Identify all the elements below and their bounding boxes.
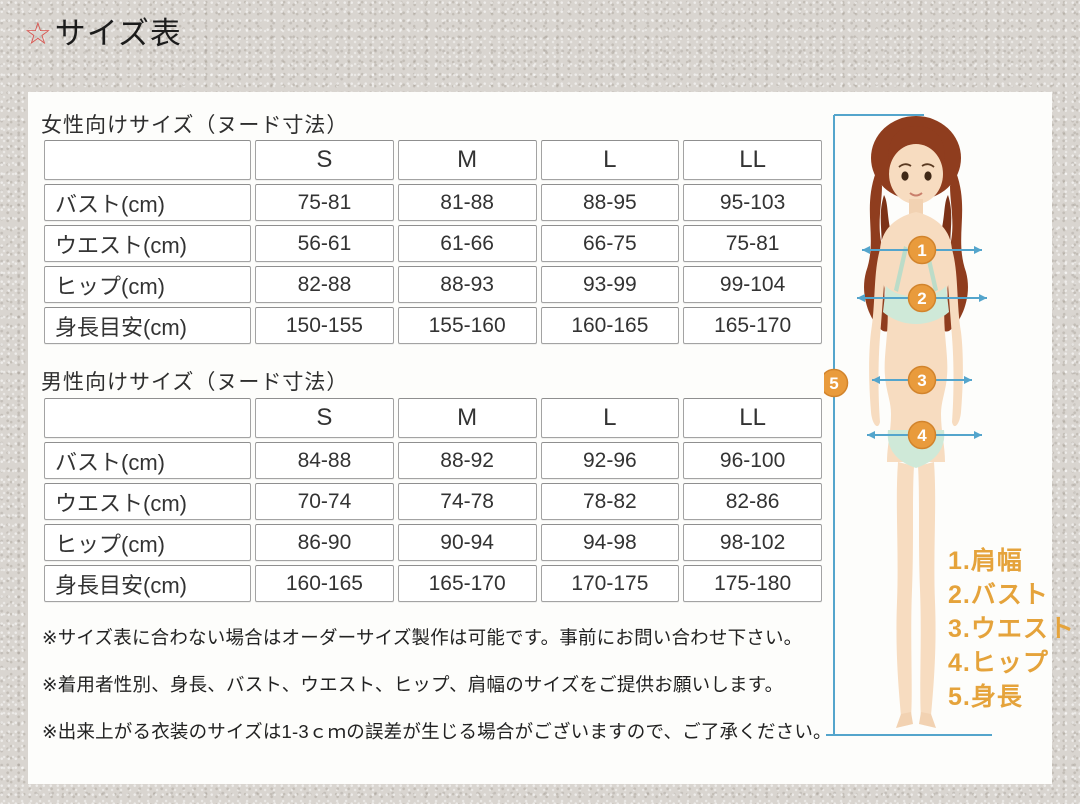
badge-3: 3 bbox=[917, 371, 926, 390]
cell-value: 81-88 bbox=[397, 184, 537, 221]
women-col-s: S bbox=[255, 140, 394, 180]
row-label-hip: ヒップ(cm) bbox=[44, 524, 252, 561]
cell-value: 86-90 bbox=[255, 524, 394, 561]
women-col-ll: LL bbox=[683, 140, 822, 180]
row-label-waist: ウエスト(cm) bbox=[44, 225, 252, 262]
note-provide-size: ※着用者性別、身長、バスト、ウエスト、ヒップ、肩幅のサイズをご提供お願いします。 bbox=[42, 674, 784, 695]
men-col-m: M bbox=[397, 398, 537, 438]
cell-value: 70-74 bbox=[255, 483, 394, 520]
cell-value: 61-66 bbox=[397, 225, 537, 262]
cell-value: 88-95 bbox=[540, 184, 680, 221]
table-row: 身長目安(cm) 160-165 165-170 170-175 175-180 bbox=[44, 565, 822, 602]
size-chart-card: 女性向けサイズ（ヌード寸法） S M L LL バスト(cm) 75-81 81… bbox=[28, 92, 1074, 784]
cell-value: 160-165 bbox=[540, 307, 680, 344]
men-col-l: L bbox=[540, 398, 680, 438]
note-tolerance: ※出来上がる衣装のサイズは1-3ｃｍの誤差が生じる場合がございますので、ご了承く… bbox=[42, 721, 832, 742]
cell-value: 66-75 bbox=[540, 225, 680, 262]
badge-4: 4 bbox=[917, 426, 927, 445]
legend-item-bust: 2.バスト bbox=[948, 581, 1049, 609]
row-label-height: 身長目安(cm) bbox=[44, 565, 252, 602]
legend-item-shoulder: 1.肩幅 bbox=[948, 547, 1023, 575]
women-section-heading: 女性向けサイズ（ヌード寸法） bbox=[41, 114, 349, 137]
star-icon: ☆ bbox=[24, 16, 53, 51]
cell-value: 88-92 bbox=[397, 442, 537, 479]
cell-value: 94-98 bbox=[540, 524, 680, 561]
measurement-badges: 1 2 3 4 5 bbox=[819, 235, 937, 450]
men-header-row: S M L LL bbox=[44, 398, 822, 438]
cell-value: 165-170 bbox=[397, 565, 537, 602]
women-col-l: L bbox=[540, 140, 680, 180]
page-title: ☆サイズ表 bbox=[24, 8, 182, 53]
note-order-size: ※サイズ表に合わない場合はオーダーサイズ製作は可能です。事前にお問い合わせ下さい… bbox=[42, 627, 803, 648]
cell-value: 84-88 bbox=[255, 442, 394, 479]
badge-5: 5 bbox=[829, 374, 838, 393]
cell-value: 74-78 bbox=[397, 483, 537, 520]
table-row: バスト(cm) 84-88 88-92 92-96 96-100 bbox=[44, 442, 822, 479]
row-label-bust: バスト(cm) bbox=[44, 442, 252, 479]
corner-cell bbox=[44, 398, 252, 438]
cell-value: 93-99 bbox=[540, 266, 680, 303]
row-label-waist: ウエスト(cm) bbox=[44, 483, 252, 520]
cell-value: 95-103 bbox=[683, 184, 822, 221]
men-size-table: S M L LL バスト(cm) 84-88 88-92 92-96 96-10… bbox=[40, 394, 826, 606]
measurement-arrowheads bbox=[857, 246, 987, 439]
badge-1: 1 bbox=[917, 241, 926, 260]
women-col-m: M bbox=[397, 140, 537, 180]
female-figure-illustration: 1 2 3 4 5 bbox=[819, 114, 992, 736]
cell-value: 175-180 bbox=[683, 565, 822, 602]
measurement-figure: 1 2 3 4 5 bbox=[819, 100, 1036, 780]
cell-value: 96-100 bbox=[683, 442, 822, 479]
cell-value: 82-88 bbox=[255, 266, 394, 303]
table-row: ヒップ(cm) 82-88 88-93 93-99 99-104 bbox=[44, 266, 822, 303]
cell-value: 150-155 bbox=[255, 307, 394, 344]
women-header-row: S M L LL bbox=[44, 140, 822, 180]
row-label-bust: バスト(cm) bbox=[44, 184, 252, 221]
row-label-hip: ヒップ(cm) bbox=[44, 266, 252, 303]
cell-value: 88-93 bbox=[397, 266, 537, 303]
cell-value: 90-94 bbox=[397, 524, 537, 561]
women-size-table: S M L LL バスト(cm) 75-81 81-88 88-95 95-10… bbox=[40, 136, 826, 348]
cell-value: 82-86 bbox=[683, 483, 822, 520]
men-col-ll: LL bbox=[683, 398, 822, 438]
legend-item-hip: 4.ヒップ bbox=[948, 649, 1049, 677]
legend-item-waist: 3.ウエスト bbox=[948, 615, 1075, 643]
men-col-s: S bbox=[255, 398, 394, 438]
cell-value: 92-96 bbox=[540, 442, 680, 479]
table-row: ヒップ(cm) 86-90 90-94 94-98 98-102 bbox=[44, 524, 822, 561]
cell-value: 99-104 bbox=[683, 266, 822, 303]
page-title-text: サイズ表 bbox=[54, 16, 182, 51]
notes-block: ※サイズ表に合わない場合はオーダーサイズ製作は可能です。事前にお問い合わせ下さい… bbox=[42, 624, 832, 765]
table-row: ウエスト(cm) 70-74 74-78 78-82 82-86 bbox=[44, 483, 822, 520]
cell-value: 170-175 bbox=[540, 565, 680, 602]
cell-value: 160-165 bbox=[255, 565, 394, 602]
men-section-heading: 男性向けサイズ（ヌード寸法） bbox=[41, 371, 349, 394]
corner-cell bbox=[44, 140, 252, 180]
table-row: ウエスト(cm) 56-61 61-66 66-75 75-81 bbox=[44, 225, 822, 262]
badge-2: 2 bbox=[917, 289, 926, 308]
cell-value: 98-102 bbox=[683, 524, 822, 561]
row-label-height: 身長目安(cm) bbox=[44, 307, 252, 344]
measurement-legend: 1.肩幅 2.バスト 3.ウエスト 4.ヒップ 5.身長 bbox=[948, 544, 1075, 714]
cell-value: 56-61 bbox=[255, 225, 394, 262]
cell-value: 75-81 bbox=[683, 225, 822, 262]
legend-item-height: 5.身長 bbox=[948, 683, 1023, 711]
cell-value: 155-160 bbox=[397, 307, 537, 344]
cell-value: 165-170 bbox=[683, 307, 822, 344]
table-row: 身長目安(cm) 150-155 155-160 160-165 165-170 bbox=[44, 307, 822, 344]
cell-value: 75-81 bbox=[255, 184, 394, 221]
table-row: バスト(cm) 75-81 81-88 88-95 95-103 bbox=[44, 184, 822, 221]
cell-value: 78-82 bbox=[540, 483, 680, 520]
